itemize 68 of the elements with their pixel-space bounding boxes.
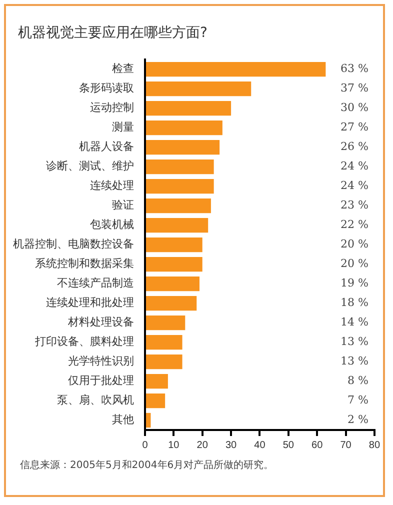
y-tick-label: 仅用于批处理 — [68, 374, 134, 388]
y-tick-label: 打印设备、膜料处理 — [34, 335, 134, 348]
y-tick-label: 泵、扇、吹风机 — [57, 394, 134, 407]
y-tick-label: 光学特性识别 — [68, 354, 134, 368]
y-tick-label: 诊断、测试、维护 — [46, 160, 134, 173]
data-label: 13 % — [340, 335, 368, 348]
chart-title: 机器视觉主要应用在哪些方面? — [18, 24, 208, 42]
bar — [146, 62, 326, 77]
data-label: 23 % — [340, 198, 368, 212]
data-label: 24 % — [340, 179, 368, 192]
y-tick-label: 机器控制、电脑数控设备 — [13, 238, 134, 251]
bar — [146, 296, 197, 311]
y-tick-label: 连续处理 — [90, 179, 134, 192]
bar — [146, 82, 252, 96]
bar — [146, 237, 202, 252]
bar — [146, 179, 214, 194]
bar — [146, 374, 168, 389]
data-label: 8 % — [347, 374, 368, 388]
bar — [146, 198, 211, 214]
data-label: 27 % — [340, 120, 368, 134]
bar — [146, 256, 202, 272]
bar — [146, 315, 186, 330]
data-label: 22 % — [340, 218, 368, 232]
data-label: 20 % — [340, 238, 368, 251]
bar — [146, 120, 222, 136]
y-tick-label: 运动控制 — [90, 101, 134, 114]
y-tick-label: 其他 — [112, 413, 134, 426]
data-label: 18 % — [340, 296, 368, 310]
x-tick-label: 30 — [225, 440, 238, 451]
data-label: 2 % — [347, 413, 368, 426]
y-tick-label: 连续处理和批处理 — [46, 296, 134, 310]
bar — [146, 393, 166, 408]
x-tick-label: 40 — [254, 440, 266, 451]
y-tick-label: 测量 — [112, 120, 134, 134]
data-label: 13 % — [340, 354, 368, 368]
x-tick-label: 50 — [282, 440, 294, 451]
data-label: 37 % — [340, 82, 368, 95]
bar — [146, 276, 200, 292]
x-tick-label: 80 — [368, 440, 380, 451]
x-tick-label: 60 — [312, 440, 324, 451]
bar — [146, 140, 220, 155]
text: 信息来源：2005年5月和2004年6月对产品所做的研究。 — [20, 458, 275, 473]
x-tick-label: 20 — [196, 440, 208, 451]
data-label: 19 % — [340, 276, 368, 290]
data-label: 14 % — [340, 316, 368, 329]
data-label: 26 % — [340, 140, 368, 154]
y-tick-label: 包装机械 — [90, 218, 134, 232]
data-label: 30 % — [340, 101, 368, 114]
y-tick-label: 条形码读取 — [79, 82, 134, 95]
y-tick-label: 机器人设备 — [79, 140, 134, 154]
y-tick-label: 检查 — [112, 62, 134, 76]
bar — [146, 334, 182, 350]
y-tick-label: 材料处理设备 — [67, 316, 134, 329]
bar — [146, 101, 232, 116]
y-tick-label: 系统控制和数据采集 — [35, 257, 134, 270]
bar — [146, 412, 151, 428]
bar — [146, 354, 182, 370]
x-tick-label: 10 — [168, 440, 180, 451]
data-label: 63 % — [340, 62, 368, 76]
y-tick-label: 不连续产品制造 — [57, 276, 134, 290]
data-label: 7 % — [347, 394, 368, 407]
data-label: 20 % — [340, 257, 368, 270]
bar — [146, 160, 214, 174]
x-tick-label: 70 — [340, 440, 352, 451]
y-tick-label: 验证 — [112, 198, 134, 212]
data-label: 24 % — [340, 160, 368, 173]
x-tick-label: 0 — [142, 440, 148, 451]
bar — [146, 218, 208, 233]
